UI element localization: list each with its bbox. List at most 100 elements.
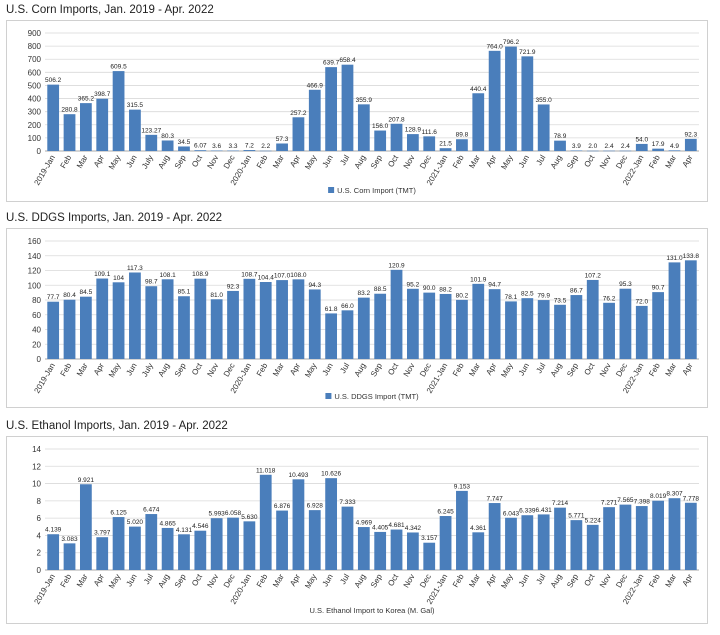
- corn-bar: [357, 104, 370, 151]
- ddgs-bar: [668, 262, 681, 359]
- ddgs-y-tick-label: 20: [32, 340, 41, 349]
- corn-data-label: 54.0: [635, 136, 648, 143]
- ddgs-x-tick-label: Dec: [614, 362, 629, 379]
- ddgs-data-label: 98.7: [145, 279, 158, 286]
- ethanol-x-tick-label: Aug: [549, 573, 564, 590]
- corn-x-tick-label: Mar: [664, 153, 679, 170]
- ethanol-bar: [47, 534, 60, 570]
- ddgs-bar: [554, 304, 566, 359]
- corn-y-tick-label: 500: [28, 81, 42, 90]
- corn-x-tick-label: Feb: [647, 153, 662, 170]
- ethanol-y-tick-label: 6: [37, 514, 42, 523]
- ddgs-bar: [243, 278, 256, 359]
- ethanol-data-label: 7.778: [683, 495, 700, 502]
- ddgs-x-tick-label: Oct: [386, 361, 400, 377]
- ddgs-data-label: 104.4: [258, 275, 275, 282]
- ethanol-data-label: 4.681: [388, 522, 405, 529]
- corn-bar: [112, 71, 125, 151]
- corn-y-tick-label: 400: [28, 95, 42, 104]
- ethanol-data-label: 7.565: [617, 497, 634, 504]
- ddgs-data-label: 94.7: [488, 282, 501, 289]
- ddgs-x-tick-label: Sep: [369, 361, 384, 378]
- corn-legend-label: U.S. Corn Import (TMT): [337, 186, 416, 195]
- corn-x-tick-label: Apr: [288, 153, 302, 169]
- ddgs-data-label: 73.5: [554, 297, 567, 304]
- ethanol-data-label: 5.630: [241, 514, 258, 521]
- corn-bar: [537, 104, 550, 151]
- ethanol-data-label: 5.020: [127, 519, 144, 526]
- corn-data-label: 257.2: [290, 110, 307, 117]
- ethanol-data-label: 4.865: [159, 520, 176, 527]
- ddgs-bar: [570, 295, 583, 359]
- corn-bar: [63, 114, 76, 151]
- ethanol-bar: [178, 534, 190, 570]
- ethanol-data-label: 9.153: [454, 483, 471, 490]
- ddgs-legend-marker: [325, 393, 332, 399]
- corn-bar: [619, 150, 632, 152]
- ethanol-bar: [161, 527, 174, 570]
- corn-bar: [47, 84, 60, 151]
- ddgs-bar: [227, 290, 239, 359]
- ddgs-data-label: 77.7: [47, 294, 60, 301]
- ethanol-x-tick-label: Aug: [353, 573, 368, 590]
- ddgs-x-tick-label: Aug: [549, 362, 564, 379]
- ddgs-y-tick-label: 160: [28, 237, 42, 246]
- corn-x-tick-label: Dec: [418, 154, 433, 171]
- ddgs-bar: [292, 279, 305, 359]
- ethanol-x-tick-label: May: [107, 573, 122, 591]
- ddgs-bar: [178, 296, 190, 359]
- corn-x-tick-label: Nov: [598, 154, 613, 171]
- ddgs-x-tick-label: Sep: [173, 361, 188, 378]
- ddgs-bar: [308, 289, 321, 359]
- ddgs-y-tick-label: 120: [28, 267, 42, 276]
- ddgs-y-tick-label: 140: [28, 252, 42, 261]
- corn-y-tick-label: 100: [28, 134, 42, 143]
- ddgs-y-tick-label: 80: [32, 296, 41, 305]
- ethanol-bar: [488, 503, 501, 570]
- ethanol-y-tick-label: 8: [37, 497, 42, 506]
- ddgs-x-tick-label: May: [107, 362, 122, 380]
- corn-x-tick-label: Nov: [402, 154, 417, 171]
- ddgs-x-tick-label: Mar: [75, 361, 90, 378]
- ddgs-x-tick-label: Jul: [338, 361, 351, 375]
- ddgs-data-label: 104: [113, 275, 124, 282]
- ethanol-x-tick-label: Mar: [271, 572, 286, 589]
- ethanol-x-tick-label: Jul: [338, 572, 351, 586]
- corn-data-label: 21.5: [439, 141, 452, 148]
- ethanol-x-tick-label: Sep: [173, 572, 188, 589]
- corn-data-label: 89.8: [456, 132, 469, 139]
- ddgs-data-label: 90.7: [652, 285, 665, 292]
- corn-data-label: 2.4: [621, 143, 630, 150]
- corn-data-label: 355.9: [356, 97, 373, 104]
- ddgs-data-label: 79.9: [537, 293, 550, 300]
- ethanol-x-tick-label: Nov: [205, 573, 220, 590]
- corn-x-tick-label: May: [303, 154, 318, 172]
- ethanol-data-label: 6.339: [519, 508, 536, 515]
- ethanol-y-tick-label: 14: [32, 445, 41, 454]
- ethanol-x-tick-label: Jun: [124, 573, 138, 589]
- ethanol-x-tick-label: Dec: [222, 573, 237, 590]
- corn-data-label: 2.0: [588, 143, 597, 150]
- ddgs-data-label: 108.7: [241, 271, 258, 278]
- ethanol-data-label: 6.043: [503, 510, 520, 517]
- ddgs-bar: [472, 283, 485, 359]
- ethanol-data-label: 3.797: [94, 530, 111, 537]
- corn-legend-marker: [328, 187, 335, 193]
- corn-x-tick-label: Jul: [338, 153, 351, 167]
- corn-bar: [521, 56, 534, 151]
- corn-x-tick-label: Jul: [534, 153, 547, 167]
- ddgs-bar: [423, 292, 436, 359]
- ethanol-y-tick-label: 12: [32, 462, 41, 471]
- corn-x-tick-label: Mar: [467, 153, 482, 170]
- ethanol-x-tick-label: Sep: [565, 572, 580, 589]
- ethanol-bar: [63, 543, 76, 570]
- ethanol-data-label: 6.474: [143, 507, 160, 514]
- corn-data-label: 80.3: [161, 133, 174, 140]
- corn-data-label: 92.3: [684, 131, 697, 138]
- corn-bar: [243, 150, 256, 151]
- corn-x-tick-label: Dec: [222, 154, 237, 171]
- corn-data-label: 78.9: [554, 133, 567, 140]
- ethanol-data-label: 7.747: [486, 496, 503, 503]
- corn-x-tick-label: Apr: [484, 153, 498, 169]
- ethanol-x-tick-label: Aug: [156, 573, 171, 590]
